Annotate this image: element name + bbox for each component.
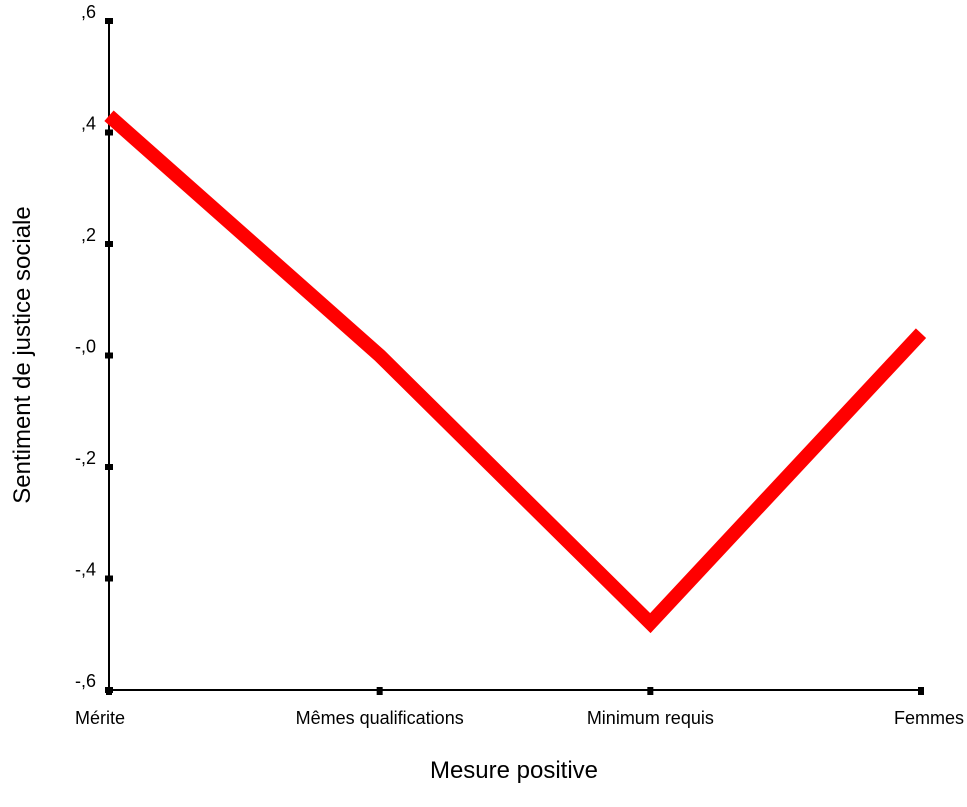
y-tick	[105, 575, 113, 582]
y-tick-label: ,4	[81, 114, 96, 134]
axes	[108, 21, 921, 691]
y-tick-label: ,6	[81, 2, 96, 22]
y-tick-label: -,2	[75, 448, 96, 468]
y-tick	[105, 464, 113, 470]
x-tick	[106, 687, 112, 695]
y-tick	[105, 129, 113, 136]
x-tick-label: Minimum requis	[587, 708, 714, 728]
y-tick-label: -,0	[75, 337, 96, 357]
x-tick-label: Femmes	[894, 708, 964, 728]
series-line	[104, 110, 927, 634]
y-tick-label: ,2	[81, 225, 96, 245]
series-layer	[104, 110, 927, 634]
x-tick	[376, 687, 383, 695]
x-tick-label: Mêmes qualifications	[296, 708, 464, 728]
y-tick-label: -,6	[75, 671, 96, 691]
y-tick-label: -,4	[75, 560, 96, 580]
x-tick-label: Mérite	[75, 708, 125, 728]
x-tick	[918, 687, 924, 695]
y-tick	[105, 241, 113, 247]
x-axis-title: Mesure positive	[430, 757, 598, 784]
x-tick	[647, 687, 654, 695]
y-tick	[105, 18, 113, 24]
y-axis-title: Sentiment de justice sociale	[9, 206, 36, 504]
ticks: ,6 ,4 ,2 -,0 -,2 -,4 -,6 Mérite Mêmes qualificat…	[75, 2, 964, 728]
y-tick	[105, 352, 113, 359]
